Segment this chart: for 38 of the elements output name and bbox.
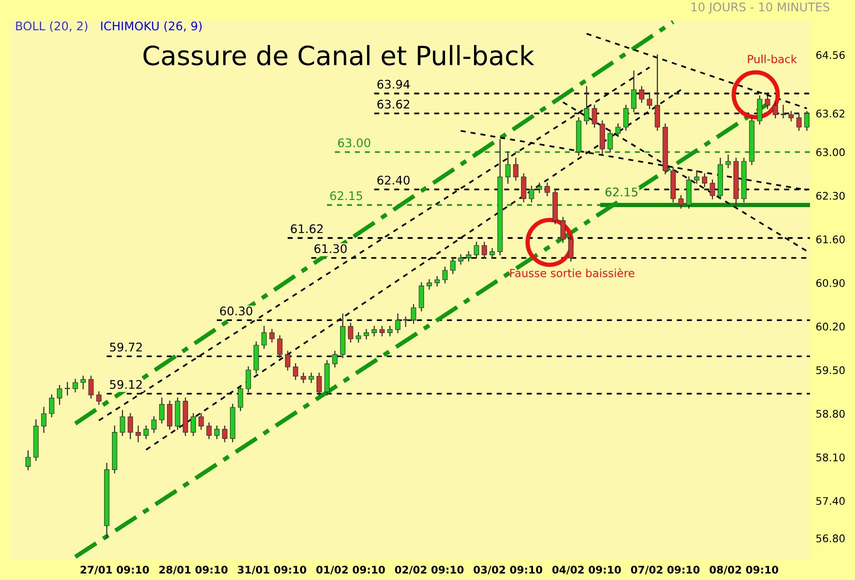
y-tick-label: 59.50 xyxy=(816,366,845,374)
y-tick-label: 56.80 xyxy=(816,534,845,542)
ref-line-label: 63.62 xyxy=(377,100,410,109)
y-tick-label: 63.00 xyxy=(816,148,845,156)
annotation: ICHIMOKU (26, 9) xyxy=(101,21,202,32)
ref-line-label: 62.40 xyxy=(377,176,410,185)
x-tick-label: 02/02 09:10 xyxy=(394,566,464,574)
y-tick-label: 57.40 xyxy=(816,497,845,505)
y-tick-label: 60.90 xyxy=(816,279,845,287)
x-tick-label: 31/01 09:10 xyxy=(238,566,306,574)
chart-subtitle: 10 JOURS - 10 MINUTES xyxy=(692,2,830,14)
y-tick-label: 58.80 xyxy=(816,410,845,418)
y-tick-label: 62.30 xyxy=(816,192,845,200)
ref-line-label: 62.15 xyxy=(606,188,638,196)
ref-line-label: 61.30 xyxy=(314,244,347,254)
x-tick-label: 01/02 09:10 xyxy=(316,566,385,574)
ref-line-label: 59.12 xyxy=(110,380,142,389)
ref-line-label: 59.72 xyxy=(110,342,142,352)
annotation: Fausse sortie baissière xyxy=(510,268,634,278)
annotation: BOLL (20, 2) xyxy=(16,21,88,32)
y-tick-label: 64.56 xyxy=(816,51,845,59)
y-tick-label: 58.10 xyxy=(816,453,845,462)
x-tick-label: 04/02 09:10 xyxy=(552,566,621,574)
x-tick-label: 08/02 09:10 xyxy=(710,566,778,574)
ref-line-label: 60.30 xyxy=(220,306,252,316)
x-tick-label: 07/02 09:10 xyxy=(630,566,700,574)
ref-line-label: 62.15 xyxy=(330,191,362,200)
x-tick-label: 03/02 09:10 xyxy=(474,566,542,574)
y-tick-label: 61.60 xyxy=(816,235,845,244)
x-tick-label: 28/01 09:10 xyxy=(159,566,228,574)
text: Cassure de Canal et Pull-back xyxy=(143,45,534,66)
x-tick-label: 27/01 09:10 xyxy=(80,566,149,574)
ref-line-label: 61.62 xyxy=(290,224,323,234)
y-tick-label: 60.20 xyxy=(816,322,845,331)
annotation: Pull-back xyxy=(748,54,798,64)
y-tick-label: 63.62 xyxy=(816,110,844,118)
ref-line-label: 63.00 xyxy=(338,138,370,148)
ref-line-label: 63.94 xyxy=(377,80,410,89)
